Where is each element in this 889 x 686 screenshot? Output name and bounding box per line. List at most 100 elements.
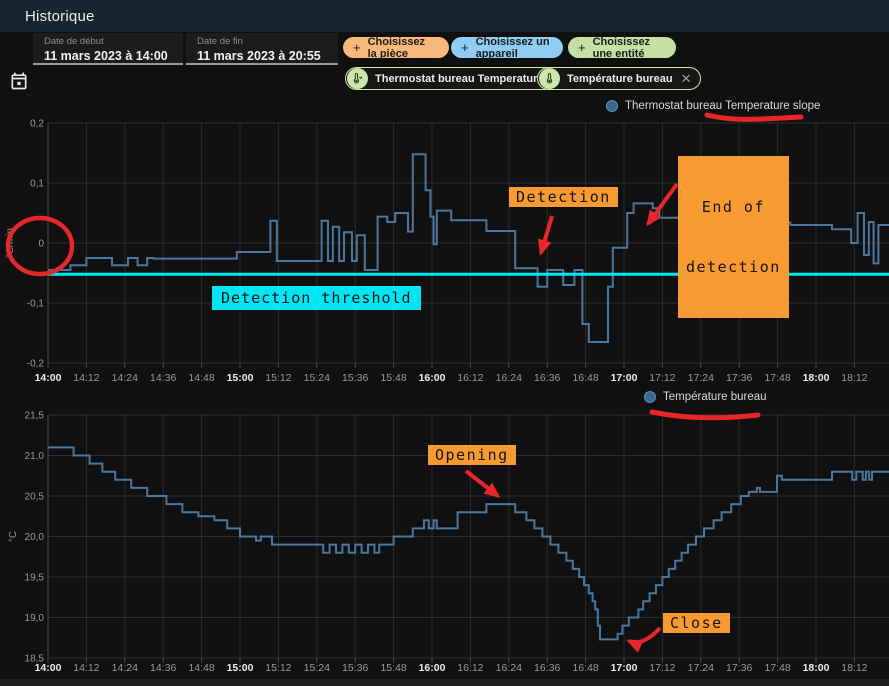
- date-start-field[interactable]: Date de début 11 mars 2023 à 14:00: [33, 33, 183, 65]
- svg-text:14:00: 14:00: [35, 662, 62, 674]
- plus-icon: +: [578, 40, 586, 55]
- entity-chip-label: Thermostat bureau Temperature slope: [375, 72, 576, 85]
- svg-text:15:36: 15:36: [342, 372, 368, 384]
- svg-text:16:36: 16:36: [534, 662, 560, 674]
- svg-text:19,5: 19,5: [25, 573, 45, 584]
- annotation-end-line1: End of: [701, 198, 765, 216]
- choose-device-label: Choisissez un appareil: [475, 35, 550, 60]
- svg-text:15:00: 15:00: [227, 372, 254, 384]
- choose-entity-label: Choisissez une entité: [592, 35, 651, 60]
- annotation-detection: Detection: [509, 187, 618, 207]
- svg-text:14:36: 14:36: [150, 372, 176, 384]
- svg-text:16:00: 16:00: [419, 662, 446, 674]
- svg-text:14:12: 14:12: [73, 372, 99, 384]
- svg-text:14:12: 14:12: [73, 662, 99, 674]
- choose-entity-button[interactable]: + Choisissez une entité: [568, 35, 676, 60]
- legend-marker-icon: [644, 391, 656, 403]
- svg-text:-0,1: -0,1: [27, 299, 45, 310]
- thermometer-slope-icon: [347, 68, 368, 89]
- svg-text:0,1: 0,1: [30, 179, 44, 190]
- annotation-close: Close: [663, 613, 730, 633]
- svg-text:18:12: 18:12: [841, 662, 867, 674]
- legend-label: Thermostat bureau Temperature slope: [625, 100, 821, 112]
- svg-text:18:00: 18:00: [803, 372, 830, 384]
- svg-text:20,0: 20,0: [25, 532, 45, 543]
- calendar-icon[interactable]: [9, 71, 29, 91]
- svg-text:15:00: 15:00: [227, 662, 254, 674]
- date-end-value: 11 mars 2023 à 20:55: [197, 49, 321, 63]
- svg-text:14:48: 14:48: [188, 372, 214, 384]
- svg-text:16:24: 16:24: [496, 372, 522, 384]
- annotation-detection-threshold: Detection threshold: [212, 286, 421, 310]
- svg-text:14:24: 14:24: [112, 662, 138, 674]
- plus-icon: +: [353, 40, 361, 55]
- svg-text:17:12: 17:12: [649, 372, 675, 384]
- svg-text:16:48: 16:48: [572, 662, 598, 674]
- svg-text:17:24: 17:24: [688, 372, 714, 384]
- svg-text:21,5: 21,5: [25, 411, 45, 422]
- svg-text:0: 0: [38, 239, 44, 250]
- date-end-label: Date de fin: [197, 36, 243, 47]
- choose-room-button[interactable]: + Choisissez la pièce: [343, 35, 449, 60]
- app-header: Historique: [0, 0, 889, 32]
- choose-room-label: Choisissez la pièce: [367, 35, 426, 60]
- annotation-opening: Opening: [428, 445, 516, 465]
- svg-text:18,5: 18,5: [25, 654, 45, 665]
- svg-text:17:36: 17:36: [726, 372, 752, 384]
- svg-text:17:36: 17:36: [726, 662, 752, 674]
- svg-text:-0,2: -0,2: [27, 359, 45, 370]
- svg-text:21,0: 21,0: [25, 451, 45, 462]
- svg-text:16:12: 16:12: [457, 662, 483, 674]
- svg-text:16:48: 16:48: [572, 372, 598, 384]
- svg-text:°C: °C: [8, 531, 19, 542]
- date-start-value: 11 mars 2023 à 14:00: [44, 49, 168, 63]
- page-title: Historique: [25, 7, 95, 25]
- svg-text:15:24: 15:24: [304, 662, 330, 674]
- thermometer-icon: [539, 68, 560, 89]
- annotation-end-of-detection: End of detection: [678, 156, 789, 318]
- legend-temperature-slope[interactable]: Thermostat bureau Temperature slope: [606, 100, 820, 112]
- date-end-field[interactable]: Date de fin 11 mars 2023 à 20:55: [186, 33, 338, 65]
- plus-icon: +: [461, 40, 469, 55]
- svg-text:14:00: 14:00: [35, 372, 62, 384]
- svg-text:19,0: 19,0: [25, 613, 45, 624]
- temp-chart-series: [48, 446, 889, 641]
- svg-text:17:00: 17:00: [611, 372, 638, 384]
- svg-text:16:36: 16:36: [534, 372, 560, 384]
- choose-device-button[interactable]: + Choisissez un appareil: [451, 35, 563, 60]
- date-start-label: Date de début: [44, 36, 104, 47]
- legend-marker-icon: [606, 100, 618, 112]
- svg-text:17:00: 17:00: [611, 662, 638, 674]
- entity-chip-temperature[interactable]: Température bureau ✕: [537, 67, 702, 90]
- svg-text:14:36: 14:36: [150, 662, 176, 674]
- svg-text:17:24: 17:24: [688, 662, 714, 674]
- entity-chip-label: Température bureau: [567, 72, 673, 85]
- svg-text:20,5: 20,5: [25, 492, 45, 503]
- svg-text:16:24: 16:24: [496, 662, 522, 674]
- svg-text:15:48: 15:48: [380, 372, 406, 384]
- svg-text:17:12: 17:12: [649, 662, 675, 674]
- svg-text:18:00: 18:00: [803, 662, 830, 674]
- svg-text:16:12: 16:12: [457, 372, 483, 384]
- close-icon[interactable]: ✕: [680, 70, 692, 86]
- svg-text:0,2: 0,2: [30, 119, 44, 130]
- svg-text:15:36: 15:36: [342, 662, 368, 674]
- svg-text:14:48: 14:48: [188, 662, 214, 674]
- legend-label: Température bureau: [663, 391, 767, 403]
- controls-bar: Date de début 11 mars 2023 à 14:00 Date …: [0, 32, 889, 98]
- svg-text:14:24: 14:24: [112, 372, 138, 384]
- svg-text:15:12: 15:12: [265, 662, 291, 674]
- bottom-card-edge: [0, 679, 889, 686]
- svg-text:15:48: 15:48: [380, 662, 406, 674]
- svg-text:16:00: 16:00: [419, 372, 446, 384]
- annotation-end-line2: detection: [686, 258, 781, 276]
- svg-text:17:48: 17:48: [764, 372, 790, 384]
- svg-text:°C/min: °C/min: [5, 228, 16, 258]
- svg-text:17:48: 17:48: [764, 662, 790, 674]
- svg-text:15:24: 15:24: [304, 372, 330, 384]
- svg-text:18:12: 18:12: [841, 372, 867, 384]
- svg-text:15:12: 15:12: [265, 372, 291, 384]
- legend-temperature[interactable]: Température bureau: [644, 391, 767, 403]
